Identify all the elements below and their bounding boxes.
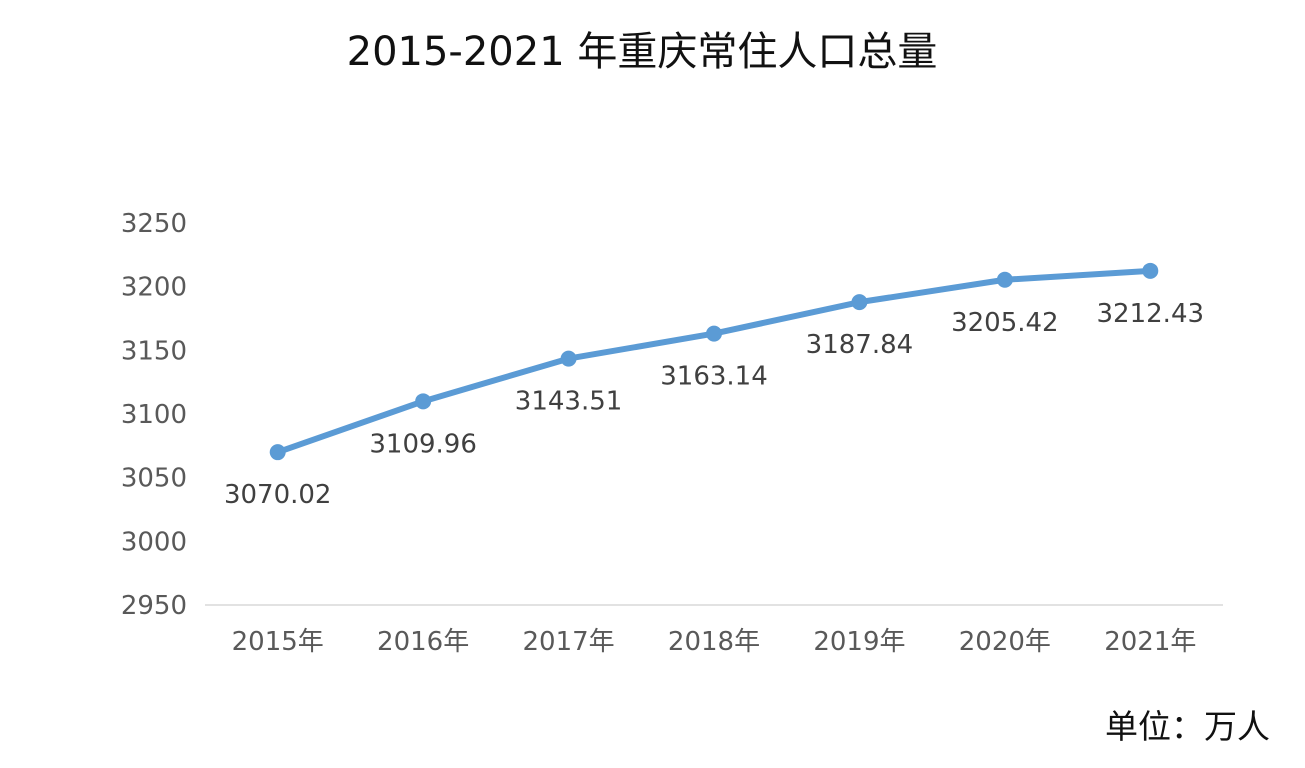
x-axis-ticks: 2015年 2016年 2017年 2018年 2019年 2020年 2021年 [232,627,1197,657]
y-axis-ticks: 3250 3200 3150 3100 3050 3000 2950 [121,209,187,621]
data-points [269,262,1159,461]
x-tick-label: 2019年 [813,627,905,657]
x-tick-label: 2021年 [1104,627,1196,657]
data-point [415,393,432,410]
data-label: 3070.02 [224,480,332,510]
y-tick-label: 3150 [121,336,187,366]
x-tick-label: 2020年 [959,627,1051,657]
data-label: 3109.96 [369,429,477,459]
data-label: 3143.51 [515,387,623,417]
data-label: 3212.43 [1097,299,1205,329]
data-point [706,325,722,342]
data-point [851,294,868,311]
data-point [1142,262,1159,279]
data-point [269,444,286,461]
unit-note: 单位：万人 [1105,707,1270,746]
y-tick-label: 2950 [121,591,187,621]
data-point [560,350,577,367]
x-tick-label: 2017年 [522,627,614,657]
x-tick-label: 2018年 [668,627,760,657]
y-tick-label: 3250 [121,209,187,239]
y-tick-label: 3050 [121,464,187,494]
data-label: 3205.42 [951,308,1059,338]
chart-title: 2015-2021 年重庆常住人口总量 [347,29,938,75]
x-tick-label: 2015年 [232,627,324,657]
data-point [996,271,1013,288]
data-labels: 3070.02 3109.96 3143.51 3163.14 3187.84 3205.… [224,299,1204,510]
data-label: 3163.14 [660,362,768,392]
data-label: 3187.84 [806,330,914,360]
y-tick-label: 3000 [121,527,187,557]
y-tick-label: 3200 [121,273,187,303]
x-tick-label: 2016年 [377,627,469,657]
y-tick-label: 3100 [121,400,187,430]
